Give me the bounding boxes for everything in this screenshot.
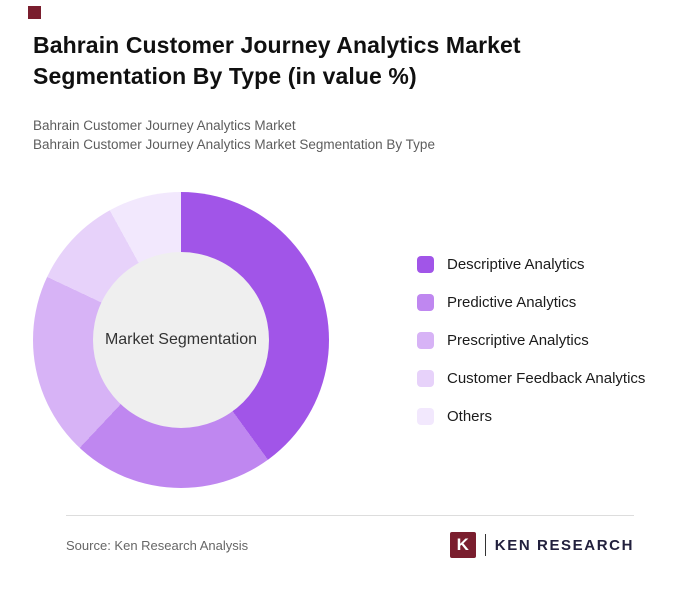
footer-divider [66,515,634,517]
legend-label: Customer Feedback Analytics [447,369,646,387]
page: Bahrain Customer Journey Analytics Marke… [33,32,667,559]
donut-center-label: Market Segmentation [104,331,258,349]
logo-k-mark-icon: K [449,532,476,559]
logo-text: KEN RESEARCH [494,536,634,554]
legend-label: Others [447,407,493,425]
footer: Source: Ken Research Analysis K KEN RESE… [33,516,667,559]
legend-item-others: Others [417,407,645,425]
page-title: Bahrain Customer Journey Analytics Marke… [33,32,521,90]
legend-item-customer-feedback: Customer Feedback Analytics [417,369,646,387]
subtitles: Bahrain Customer Journey Analytics Marke… [33,116,667,154]
legend-item-predictive: Predictive Analytics [417,293,645,311]
legend-swatch [417,255,434,273]
legend-label: Descriptive Analytics [447,255,585,273]
legend-swatch [417,407,434,425]
legend-item-prescriptive: Prescriptive Analytics [417,331,645,349]
legend-label: Predictive Analytics [447,293,577,311]
brand-accent-square [28,6,41,19]
donut-center: Market Segmentation [93,252,269,429]
legend-swatch [417,369,434,387]
subtitle-line-1: Bahrain Customer Journey Analytics Marke… [33,118,296,134]
chart-area: Market Segmentation Descriptive Analytic… [33,192,667,489]
ken-research-logo: K KEN RESEARCH [449,532,634,559]
donut-chart: Market Segmentation [33,192,329,489]
source-text: Source: Ken Research Analysis [66,537,249,553]
legend: Descriptive Analytics Predictive Analyti… [417,255,646,425]
logo-separator [484,534,486,557]
legend-item-descriptive: Descriptive Analytics [417,255,645,273]
legend-swatch [417,293,434,311]
subtitle-line-2: Bahrain Customer Journey Analytics Marke… [33,137,435,153]
legend-swatch [417,331,434,349]
legend-label: Prescriptive Analytics [447,331,589,349]
